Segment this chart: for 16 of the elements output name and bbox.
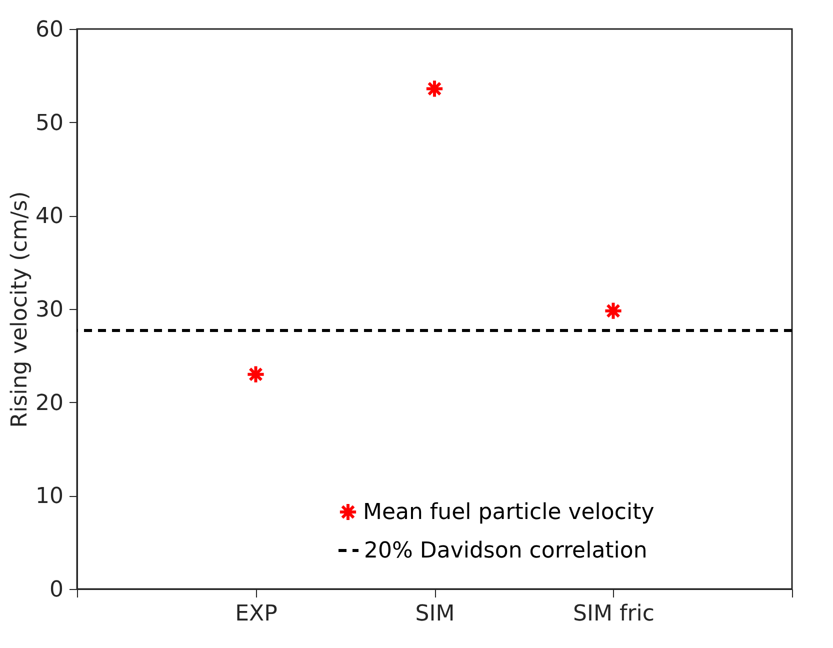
y-tick-label: 0 xyxy=(50,578,64,602)
y-tick-label: 50 xyxy=(36,110,64,136)
legend-label: 20% Davidson correlation xyxy=(364,538,648,564)
y-tick-label: 60 xyxy=(36,18,64,42)
point xyxy=(246,364,266,384)
x-tick-label: SIM xyxy=(415,602,455,626)
legend-label: Mean fuel particle velocity xyxy=(363,500,654,525)
x-tick-label: EXP xyxy=(235,602,278,626)
y-tick-label: 10 xyxy=(36,484,64,510)
point xyxy=(424,79,444,98)
y-tick-label: 30 xyxy=(36,298,64,322)
y-axis-title: Rising velocity (cm/s) xyxy=(8,191,33,428)
y-tick-label: 20 xyxy=(36,390,64,416)
x-tick-label: SIM fric xyxy=(573,602,654,626)
y-tick-label: 40 xyxy=(36,204,64,230)
point xyxy=(604,301,623,320)
